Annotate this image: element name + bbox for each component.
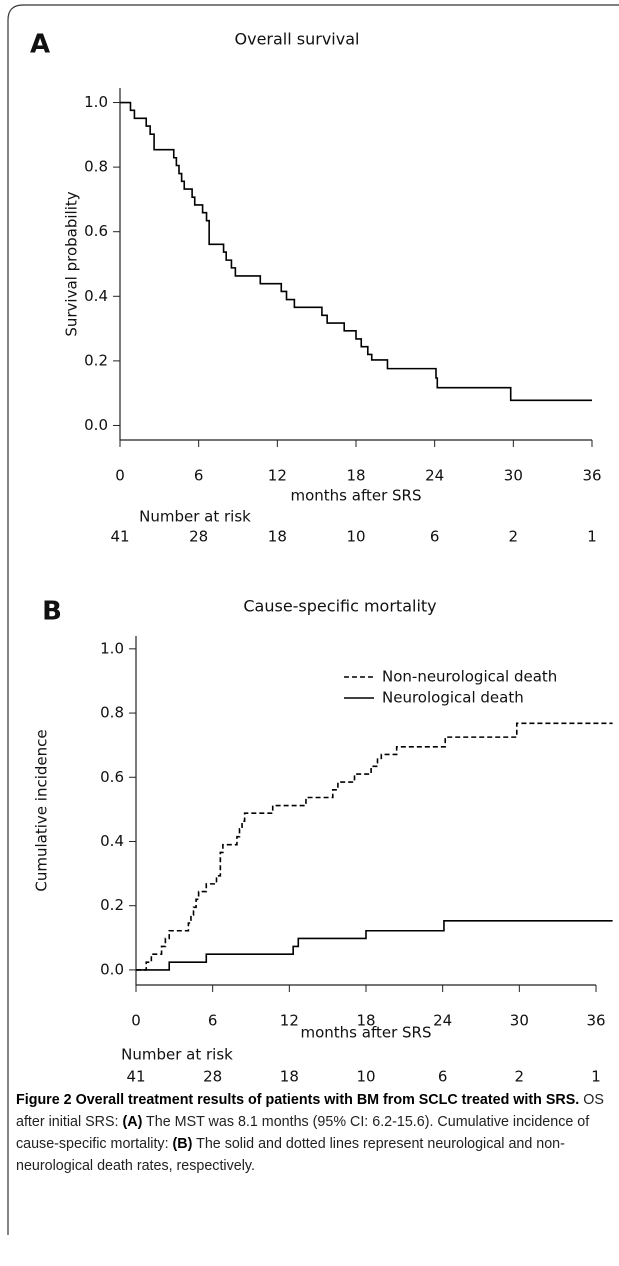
legend-label: Non-neurological death [382, 668, 557, 686]
risk-value: 10 [356, 1068, 375, 1086]
y-tick-label: 1.0 [84, 93, 108, 111]
y-tick-label: 0.4 [84, 287, 108, 305]
y-tick-label: 0.4 [100, 832, 124, 850]
x-tick-label: 36 [582, 467, 601, 485]
y-tick-label: 0.2 [100, 896, 124, 914]
risk-value: 1 [587, 528, 597, 546]
x-tick-label: 24 [425, 467, 444, 485]
chart-title: Cause-specific mortality [243, 597, 436, 616]
risk-value: 28 [189, 528, 208, 546]
y-tick-label: 0.6 [100, 768, 124, 786]
x-tick-label: 6 [194, 467, 204, 485]
y-tick-label: 0.2 [84, 351, 108, 369]
step-line [136, 919, 613, 971]
caption: Figure 2 Overall treatment results of pa… [16, 1089, 612, 1177]
step-line [136, 722, 613, 971]
step-line [120, 101, 592, 402]
risk-value: 28 [203, 1068, 222, 1086]
frame [7, 4, 619, 1235]
x-tick-label: 12 [280, 1012, 299, 1030]
x-axis-title: months after SRS [301, 1024, 432, 1042]
caption-label: (A) [122, 1114, 143, 1130]
risk-value: 18 [280, 1068, 299, 1086]
caption-text: The MST was 8.1 months (95% CI: 6.2-15.6… [16, 1114, 590, 1152]
axes [119, 88, 592, 441]
y-tick-label: 0.6 [84, 222, 108, 240]
risk-value: 41 [110, 528, 129, 546]
y-axis-title: Survival probability [63, 191, 81, 336]
risk-title: Number at risk [139, 508, 251, 526]
risk-title: Number at risk [121, 1046, 233, 1064]
risk-value: 2 [515, 1068, 525, 1086]
x-tick-label: 0 [131, 1012, 141, 1030]
x-tick-label: 36 [586, 1012, 605, 1030]
risk-value: 6 [438, 1068, 448, 1086]
y-tick-label: 0.0 [100, 960, 124, 978]
x-tick-label: 30 [504, 467, 523, 485]
panel-label: B [42, 597, 62, 627]
chart-title: Overall survival [235, 30, 360, 49]
caption-title: Figure 2 Overall treatment results of pa… [16, 1092, 580, 1108]
x-tick-label: 30 [510, 1012, 529, 1030]
legend-label: Neurological death [382, 689, 524, 707]
risk-value: 10 [346, 528, 365, 546]
y-tick-label: 1.0 [100, 639, 124, 657]
y-tick-label: 0.8 [84, 158, 108, 176]
panel-label: A [30, 30, 50, 60]
risk-value: 1 [591, 1068, 601, 1086]
x-tick-label: 6 [208, 1012, 218, 1030]
y-tick-label: 0.8 [100, 704, 124, 722]
x-tick-label: 12 [268, 467, 287, 485]
x-tick-label: 18 [356, 1012, 375, 1030]
y-axis-title: Cumulative incidence [33, 729, 51, 891]
x-axis-title: months after SRS [291, 487, 422, 505]
risk-value: 18 [268, 528, 287, 546]
risk-value: 2 [509, 528, 519, 546]
risk-value: 41 [126, 1068, 145, 1086]
x-tick-label: 0 [115, 467, 125, 485]
caption-label: (B) [172, 1136, 193, 1152]
x-tick-label: 18 [346, 467, 365, 485]
caption-text: OS after initial SRS: [16, 1092, 604, 1130]
risk-value: 6 [430, 528, 440, 546]
caption-text: The solid and dotted lines represent neu… [16, 1136, 565, 1174]
y-tick-label: 0.0 [84, 416, 108, 434]
x-tick-label: 24 [433, 1012, 452, 1030]
